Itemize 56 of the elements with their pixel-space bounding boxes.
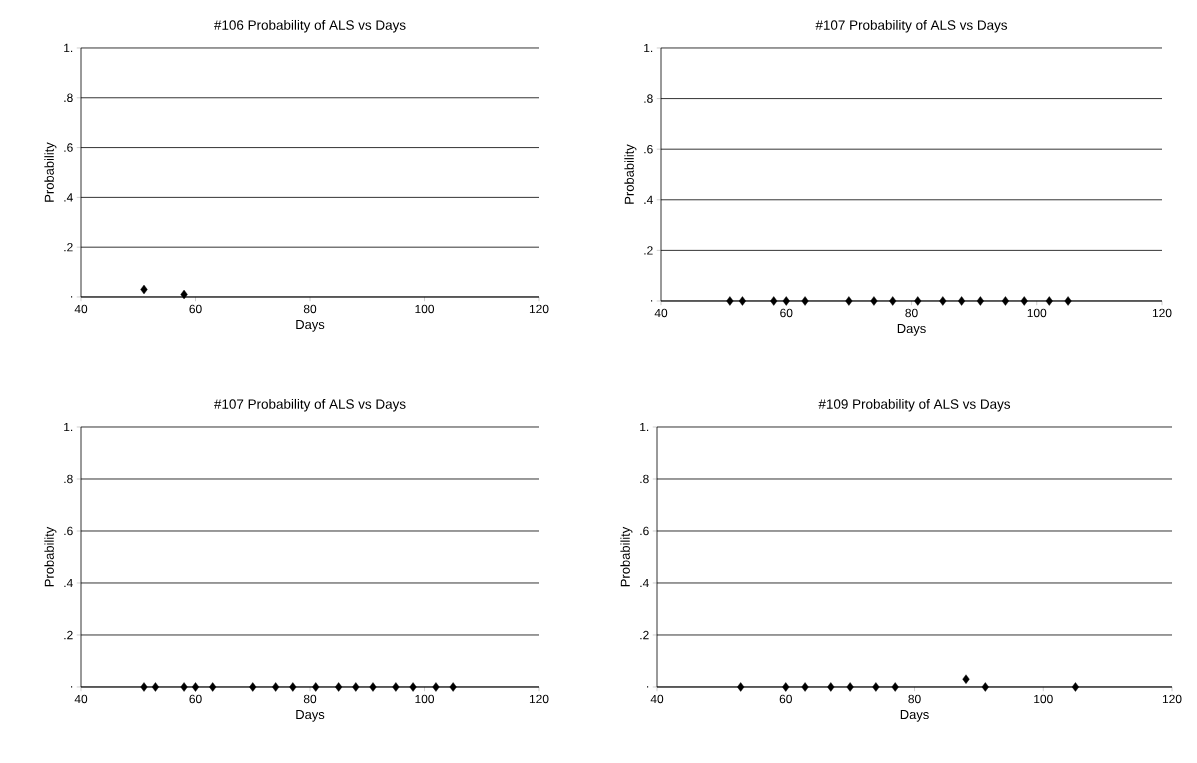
chart-title: #106 Probability of ALS vs Days — [214, 19, 406, 33]
y-tick-label: . — [647, 686, 649, 688]
y-axis-title: Probability — [624, 144, 637, 204]
x-tick-label: 40 — [74, 304, 88, 314]
x-tick-label: 80 — [908, 694, 921, 704]
y-tick-label: .4 — [644, 195, 653, 204]
y-tick-label: .4 — [640, 578, 649, 588]
y-tick-label: .8 — [64, 93, 73, 103]
x-tick-label: 60 — [189, 304, 202, 314]
y-tick-label: .2 — [640, 630, 649, 640]
x-tick-label: 60 — [189, 694, 202, 704]
y-tick-label: 1. — [644, 43, 653, 53]
x-tick-label: 120 — [529, 304, 549, 314]
y-tick-label: .2 — [64, 243, 73, 252]
x-tick-label: 100 — [415, 694, 435, 704]
y-tick-label: .6 — [640, 526, 649, 536]
x-tick-label: 60 — [779, 694, 792, 704]
y-axis-title: Probability — [620, 526, 633, 587]
y-axis-title: Probability — [44, 526, 57, 587]
y-tick-label: .8 — [64, 474, 73, 484]
x-tick-label: 80 — [303, 694, 317, 704]
x-tick-label: 100 — [415, 304, 435, 314]
x-tick-label: 80 — [303, 304, 317, 314]
x-tick-label: 40 — [654, 308, 668, 318]
y-tick-label: .6 — [644, 144, 653, 154]
chart-title: #107 Probability of ALS vs Days — [815, 19, 1008, 33]
x-tick-label: 60 — [780, 308, 793, 318]
x-tick-label: 40 — [74, 694, 88, 704]
y-tick-label: .8 — [640, 474, 649, 484]
x-axis-title: Days — [296, 710, 325, 722]
y-tick-label: .6 — [64, 143, 73, 152]
y-tick-label: . — [71, 686, 73, 688]
x-axis-title: Days — [900, 710, 929, 722]
chart-title: #107 Probability of ALS vs Days — [214, 398, 406, 412]
y-tick-label: 1. — [640, 422, 649, 432]
x-axis-title: Days — [296, 320, 325, 332]
y-tick-label: .6 — [64, 526, 73, 536]
x-tick-label: 40 — [650, 694, 664, 704]
y-tick-label: .4 — [64, 578, 73, 588]
x-tick-label: 120 — [529, 694, 549, 704]
y-axis-title: Probability — [44, 142, 57, 202]
y-tick-label: . — [71, 296, 73, 298]
x-tick-label: 120 — [1162, 694, 1182, 704]
x-tick-label: 120 — [1152, 308, 1172, 318]
y-tick-label: .2 — [644, 246, 653, 255]
x-tick-label: 80 — [905, 308, 918, 318]
y-tick-label: .8 — [644, 94, 653, 103]
chart-title: #109 Probability of ALS vs Days — [818, 398, 1011, 412]
y-tick-label: 1. — [64, 422, 73, 432]
y-tick-label: . — [651, 300, 653, 302]
x-tick-label: 100 — [1027, 308, 1047, 318]
y-tick-label: .2 — [64, 630, 73, 640]
x-axis-title: Days — [897, 324, 926, 336]
x-tick-label: 100 — [1034, 694, 1053, 704]
y-tick-label: .4 — [64, 193, 73, 202]
y-tick-label: 1. — [64, 43, 73, 53]
